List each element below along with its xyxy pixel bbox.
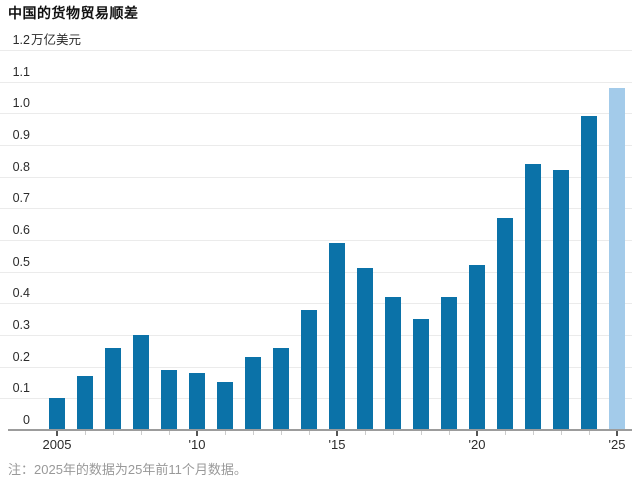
y-axis-tick-value: 0.1: [12, 381, 30, 395]
x-axis-tick-2008: [141, 431, 142, 435]
y-axis-label-0: 0: [0, 413, 30, 427]
y-axis-label-0.9: 0.9: [0, 128, 30, 142]
x-axis-line: [8, 429, 632, 431]
x-axis-tick-2013: [281, 431, 282, 435]
x-axis-label-2015: '15: [328, 437, 346, 452]
bar-2006: [77, 376, 93, 430]
bar-2019: [441, 297, 457, 430]
bar-2010: [189, 373, 205, 430]
bar-2020: [469, 265, 485, 430]
y-axis-tick-value: 0.8: [12, 160, 30, 174]
bar-2021: [497, 218, 513, 430]
x-axis-label-2010: '10: [188, 437, 206, 452]
x-axis-tick-2010: [196, 431, 198, 436]
y-axis-label-0.8: 0.8: [0, 160, 30, 174]
bar-2005: [49, 398, 65, 430]
y-axis-tick-value: 1.1: [12, 65, 30, 79]
x-axis-tick-2020: [476, 431, 478, 436]
y-axis-tick-value: 0.5: [12, 255, 30, 269]
x-axis-tick-2019: [449, 431, 450, 435]
y-axis-label-0.7: 0.7: [0, 191, 30, 205]
x-axis-tick-2014: [309, 431, 310, 435]
y-axis-tick-value: 0: [23, 413, 30, 427]
bar-2023: [553, 170, 569, 430]
x-axis-tick-2018: [421, 431, 422, 435]
x-axis-tick-2022: [533, 431, 534, 435]
x-axis-tick-2011: [225, 431, 226, 435]
y-axis-tick-value: 0.4: [12, 286, 30, 300]
y-axis-label-0.2: 0.2: [0, 350, 30, 364]
chart-title: 中国的货物贸易顺差: [8, 5, 139, 21]
x-axis-tick-2021: [505, 431, 506, 435]
bar-2016: [357, 268, 373, 430]
x-axis-label-2020: '20: [468, 437, 486, 452]
y-axis-tick-value: 0.9: [12, 128, 30, 142]
bar-2013: [273, 348, 289, 430]
x-axis-tick-2017: [393, 431, 394, 435]
gridline-0.6: [0, 240, 632, 241]
gridline-0.5: [0, 272, 632, 273]
x-axis-tick-2016: [365, 431, 366, 435]
bar-2018: [413, 319, 429, 430]
gridline-1.2: [0, 50, 632, 51]
bar-2014: [301, 310, 317, 430]
x-axis-tick-2024: [589, 431, 590, 435]
gridline-0.8: [0, 177, 632, 178]
bar-2011: [217, 382, 233, 430]
x-axis-label-2005: 2005: [42, 437, 72, 452]
x-axis-tick-2005: [56, 431, 58, 436]
gridline-0.4: [0, 303, 632, 304]
gridline-0.7: [0, 208, 632, 209]
bar-2017: [385, 297, 401, 430]
y-axis-tick-value: 0.7: [12, 191, 30, 205]
x-axis-tick-2025: [616, 431, 618, 436]
bar-2012: [245, 357, 261, 430]
y-axis-tick-value: 1.0: [12, 96, 30, 110]
y-axis-label-1.1: 1.1: [0, 65, 30, 79]
x-axis-tick-2015: [336, 431, 338, 436]
y-axis-label-0.5: 0.5: [0, 255, 30, 269]
x-axis-tick-2012: [253, 431, 254, 435]
bar-2015: [329, 243, 345, 430]
bar-2025: [609, 88, 625, 430]
y-axis-tick-value: 0.6: [12, 223, 30, 237]
x-axis-tick-2007: [113, 431, 114, 435]
chart-footnote: 注：2025年的数据为25年前11个月数据。: [8, 462, 247, 477]
y-axis-label-0.6: 0.6: [0, 223, 30, 237]
y-axis-label-0.1: 0.1: [0, 381, 30, 395]
x-axis-tick-2009: [169, 431, 170, 435]
y-axis-tick-value: 0.3: [12, 318, 30, 332]
bar-2008: [133, 335, 149, 430]
gridline-1.1: [0, 82, 632, 83]
y-axis-label-1.2: 1.2万亿美元: [0, 33, 81, 47]
bar-2024: [581, 116, 597, 430]
bar-2009: [161, 370, 177, 430]
x-axis-label-2025: '25: [608, 437, 626, 452]
y-axis-tick-value: 0.2: [12, 350, 30, 364]
y-axis-label-0.3: 0.3: [0, 318, 30, 332]
bar-2007: [105, 348, 121, 430]
x-axis-tick-2006: [85, 431, 86, 435]
y-axis-unit-label: 万亿美元: [31, 33, 82, 47]
y-axis-label-0.4: 0.4: [0, 286, 30, 300]
gridline-0.9: [0, 145, 632, 146]
x-axis-tick-2023: [561, 431, 562, 435]
y-axis-tick-value: 1.2: [12, 33, 30, 47]
bar-2022: [525, 164, 541, 430]
gridline-1.0: [0, 113, 632, 114]
y-axis-label-1.0: 1.0: [0, 96, 30, 110]
